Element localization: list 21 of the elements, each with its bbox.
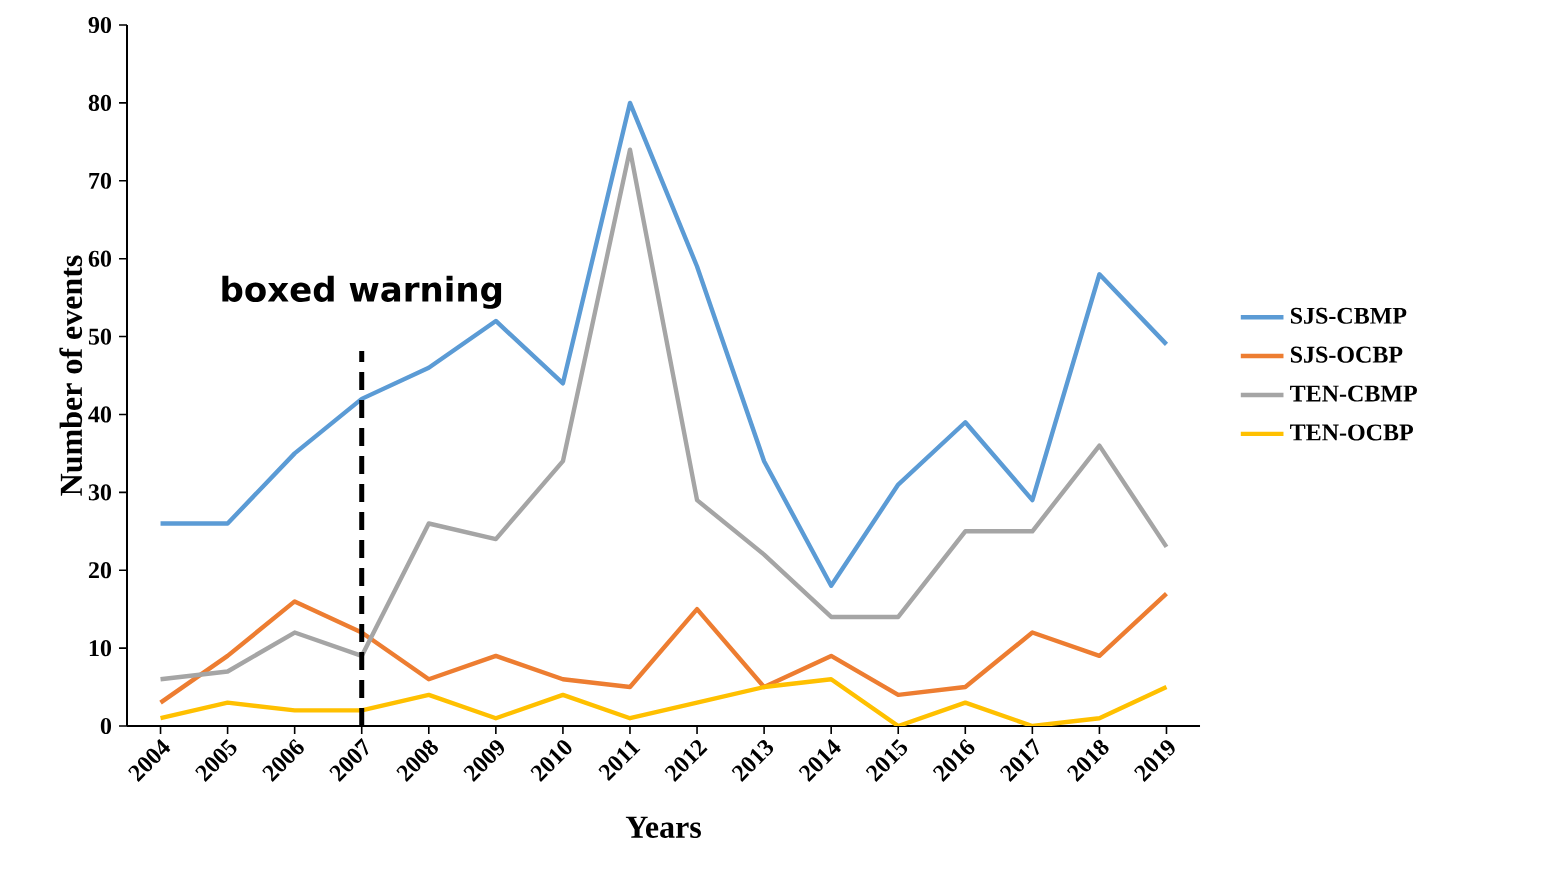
line-series (158, 591, 1169, 705)
legend-label: SJS-OCBP (1290, 346, 1403, 363)
x-axis-title: Years (625, 816, 701, 838)
y-tick-label: 60 (88, 250, 112, 267)
y-tick-label: 70 (89, 172, 112, 189)
y-tick-label: 0 (100, 717, 112, 735)
y-tick-label: 20 (88, 562, 112, 579)
line-series (158, 147, 1169, 682)
y-tick-label: 30 (88, 484, 112, 501)
y-tick-label: 80 (88, 94, 112, 111)
legend-label: TEN-CBMP (1290, 385, 1417, 402)
legend-label: SJS-CBMP (1290, 307, 1407, 324)
ref-line-label: boxed warning (222, 275, 502, 309)
legend-label: TEN-OCBP (1290, 424, 1414, 441)
y-tick-label: 10 (89, 640, 112, 657)
line-series (158, 100, 1169, 588)
y-tick-label: 40 (88, 406, 112, 423)
y-tick-label: 50 (88, 328, 112, 345)
line-series (158, 677, 1169, 726)
y-tick-label: 90 (88, 16, 112, 34)
y-axis-title: Number of events (59, 255, 83, 496)
